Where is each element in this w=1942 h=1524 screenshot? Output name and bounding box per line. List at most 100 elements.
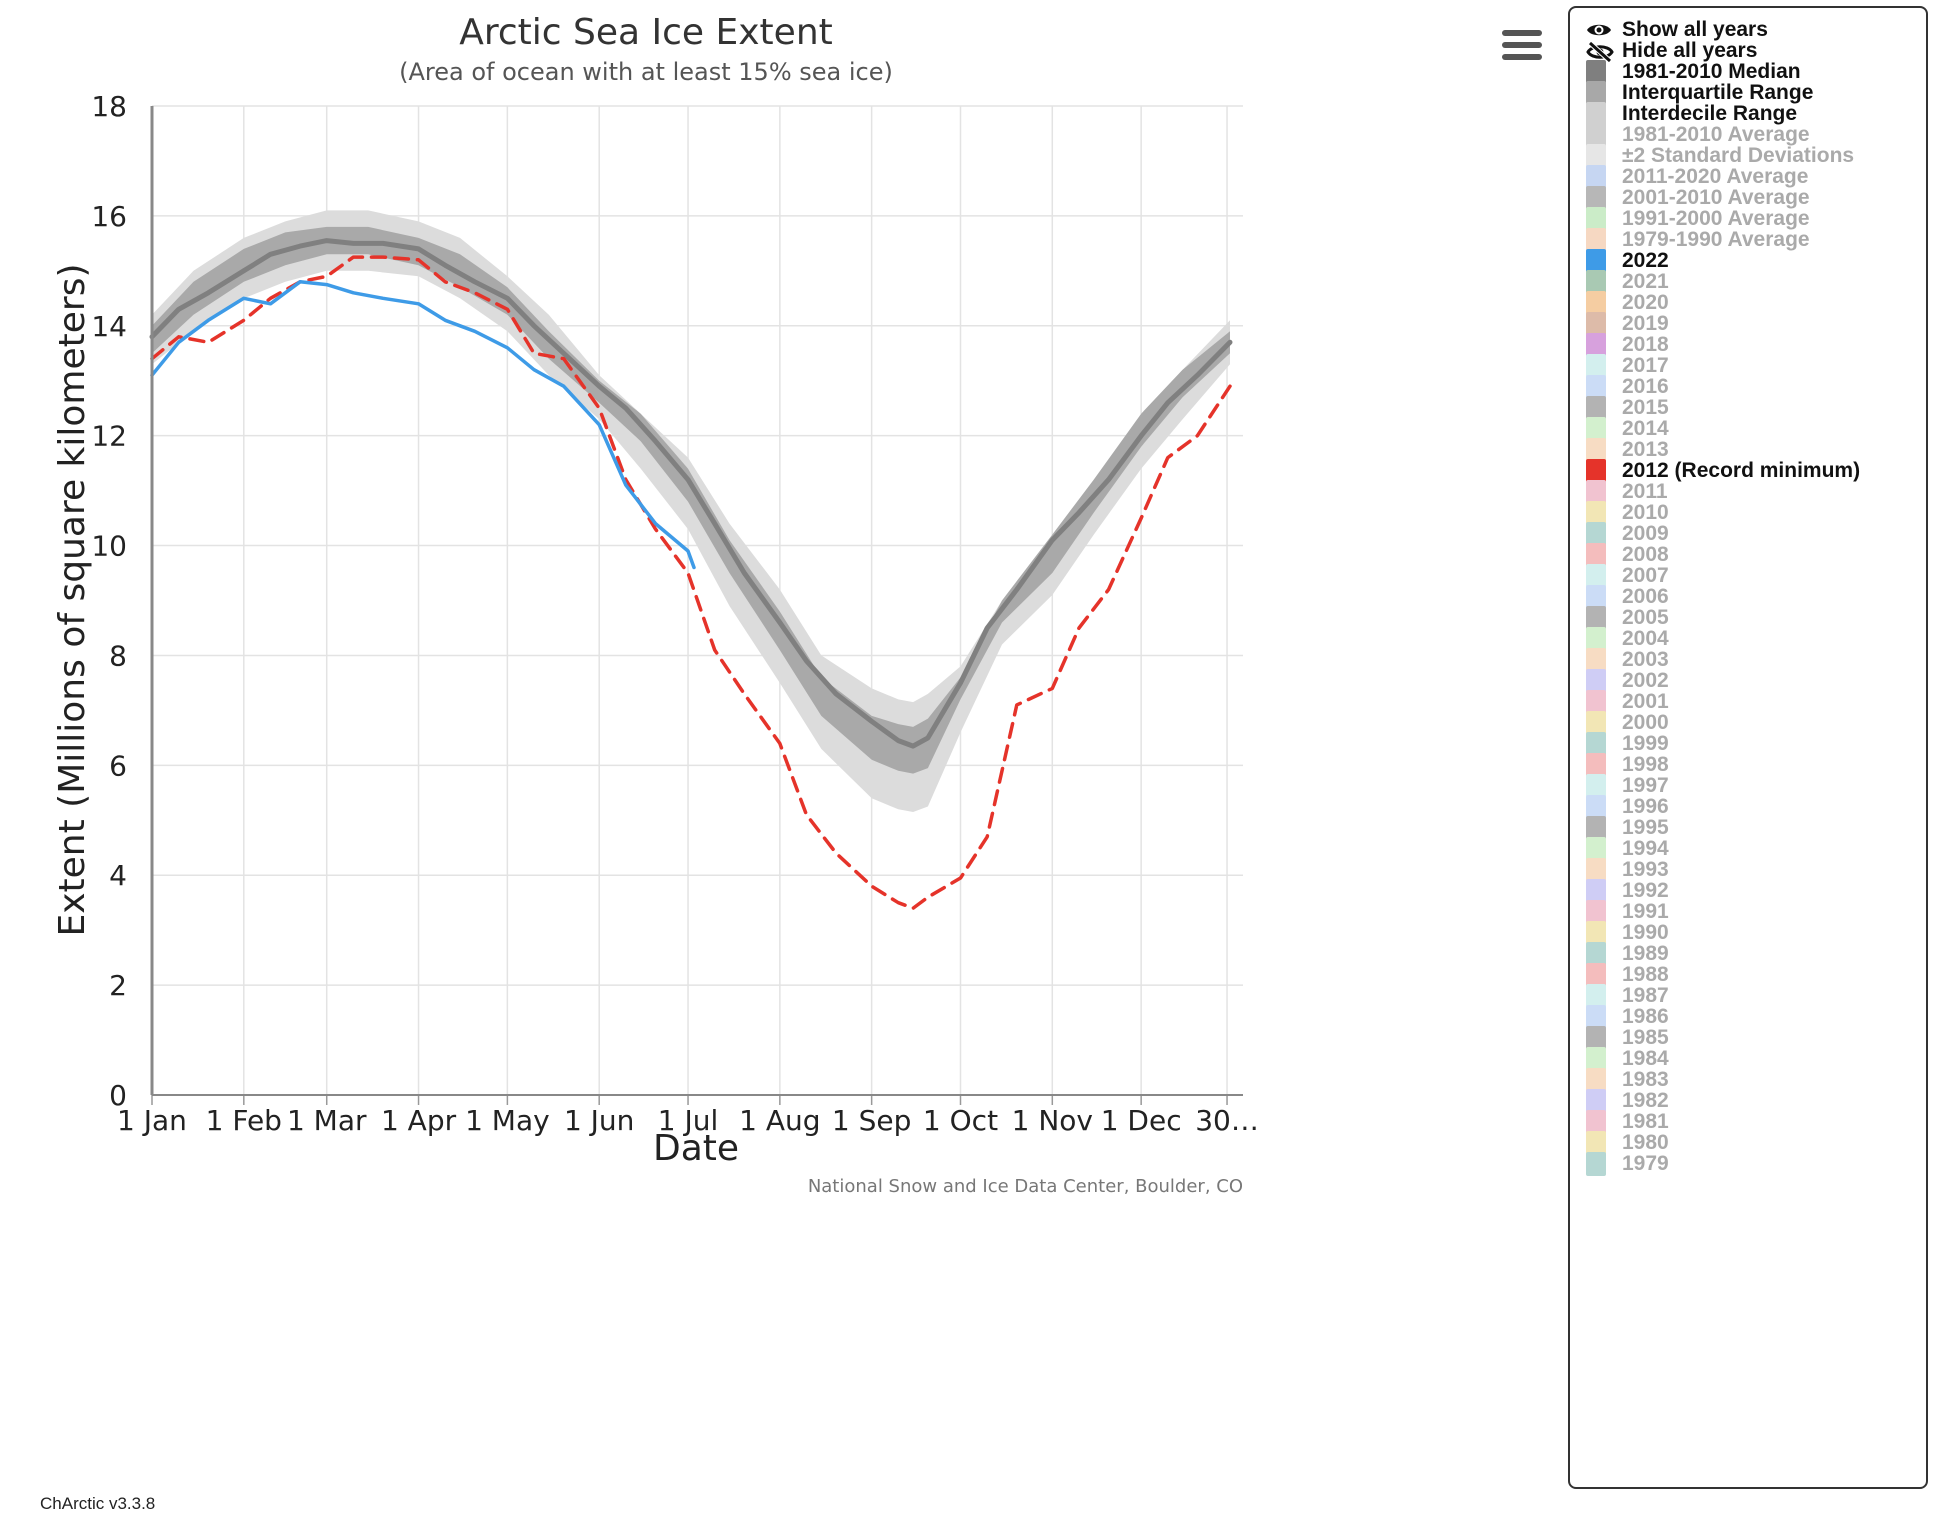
y-tick-label: 4: [109, 859, 127, 892]
legend-label: 2019: [1622, 312, 1669, 335]
1981-2010-median-line: [149, 238, 1233, 749]
legend-swatch: [1586, 291, 1606, 315]
legend-label: 1990: [1622, 921, 1669, 944]
legend-swatch: [1586, 165, 1606, 189]
legend-swatch: [1586, 753, 1606, 777]
legend-label: 2016: [1622, 375, 1669, 398]
legend-label: 1986: [1622, 1005, 1669, 1028]
legend-label: 1994: [1622, 837, 1669, 860]
legend-label: 2009: [1622, 522, 1669, 545]
y-tick-label: 10: [91, 530, 127, 563]
legend-swatch: [1586, 921, 1606, 945]
legend-label: Interdecile Range: [1622, 102, 1798, 125]
legend-label: 1983: [1622, 1068, 1669, 1091]
legend-swatch: [1586, 81, 1606, 105]
legend-swatch: [1586, 543, 1606, 567]
legend-label: 2010: [1622, 501, 1669, 524]
y-tick-label: 12: [91, 420, 127, 453]
legend-label: 2020: [1622, 291, 1669, 314]
2022-line: [150, 280, 696, 570]
legend-swatch: [1586, 648, 1606, 672]
legend-label: 1999: [1622, 732, 1669, 755]
legend-label: 1996: [1622, 795, 1669, 818]
legend-swatch: [1586, 837, 1606, 861]
legend-label: 1982: [1622, 1089, 1669, 1112]
interdecile-range-band: [152, 210, 1230, 812]
legend-swatch: [1586, 60, 1606, 84]
legend-swatch: [1586, 1152, 1606, 1176]
legend-label: 1981-2010 Median: [1622, 60, 1801, 83]
legend-label: 2012 (Record minimum): [1622, 459, 1861, 482]
legend-swatch: [1586, 228, 1606, 252]
legend-swatch: [1586, 795, 1606, 819]
legend-swatch: [1586, 207, 1606, 231]
hide-all-label: Hide all years: [1622, 39, 1758, 62]
legend-swatch: [1586, 690, 1606, 714]
legend-swatch: [1586, 459, 1606, 483]
legend-swatch: [1586, 627, 1606, 651]
y-tick-label: 18: [91, 90, 127, 123]
legend-swatch: [1586, 480, 1606, 504]
y-tick-label: 0: [109, 1079, 127, 1112]
x-tick-label: 1 Jun: [564, 1104, 634, 1137]
legend-swatch: [1586, 774, 1606, 798]
legend-panel: Show all years Hide all years 1981-2010 …: [1568, 6, 1928, 1489]
x-tick-label: 30…: [1195, 1104, 1259, 1137]
x-tick-label: 1 Apr: [381, 1104, 457, 1137]
legend-label: 2002: [1622, 669, 1669, 692]
legend-label: 2014: [1622, 417, 1669, 440]
y-tick-label: 6: [109, 749, 127, 782]
legend-label: 2003: [1622, 648, 1669, 671]
legend-label: 1981-2010 Average: [1622, 123, 1810, 146]
y-tick-label: 16: [91, 200, 127, 233]
2012-record-minimum-line: [150, 255, 1232, 910]
x-tick-label: 1 Sep: [832, 1104, 912, 1137]
eye-slash-icon: [1586, 41, 1614, 63]
legend-swatch: [1586, 1005, 1606, 1029]
legend-swatch: [1586, 249, 1606, 273]
legend-swatch: [1586, 123, 1606, 147]
legend-swatch: [1586, 879, 1606, 903]
legend-label: 2008: [1622, 543, 1669, 566]
legend-swatch: [1586, 1026, 1606, 1050]
legend-label: 2004: [1622, 627, 1669, 650]
legend-swatch: [1586, 1110, 1606, 1134]
legend-swatch: [1586, 732, 1606, 756]
legend-swatch: [1586, 501, 1606, 525]
chart-subtitle: (Area of ocean with at least 15% sea ice…: [399, 58, 893, 86]
legend-swatch: [1586, 900, 1606, 924]
chart: Arctic Sea Ice Extent (Area of ocean wit…: [52, 12, 1259, 1197]
chart-title: Arctic Sea Ice Extent: [459, 12, 833, 53]
legend-swatch: [1586, 144, 1606, 168]
legend-label: 2001: [1622, 690, 1669, 713]
legend-label: 1991-2000 Average: [1622, 207, 1810, 230]
hamburger-menu-icon[interactable]: [1502, 30, 1542, 66]
y-axis-title: Extent (Millions of square kilometers): [52, 263, 93, 936]
y-tick-label: 8: [109, 639, 127, 672]
legend-swatch: [1586, 669, 1606, 693]
legend-label: 2013: [1622, 438, 1669, 461]
legend-label: 1981: [1622, 1110, 1669, 1133]
legend-label: 1995: [1622, 816, 1669, 839]
legend-label: 1998: [1622, 753, 1669, 776]
legend-swatch: [1586, 333, 1606, 357]
legend-swatch: [1586, 984, 1606, 1008]
legend-label: 1980: [1622, 1131, 1669, 1154]
x-tick-label: 1 Aug: [739, 1104, 820, 1137]
range-bands: [152, 210, 1230, 812]
credit-text: National Snow and Ice Data Center, Bould…: [808, 1176, 1243, 1197]
legend-label: 2001-2010 Average: [1622, 186, 1810, 209]
legend-swatch: [1586, 186, 1606, 210]
legend-swatch: [1586, 438, 1606, 462]
legend-label: 2011-2020 Average: [1622, 165, 1809, 188]
legend-swatch: [1586, 942, 1606, 966]
legend-label: 1991: [1622, 900, 1669, 923]
legend-label: 1997: [1622, 774, 1669, 797]
legend-swatch: [1586, 1089, 1606, 1113]
legend-swatch: [1586, 1068, 1606, 1092]
legend-label: 2018: [1622, 333, 1669, 356]
x-tick-label: 1 Jan: [117, 1104, 187, 1137]
legend-label: 2000: [1622, 711, 1669, 734]
legend-label: Interquartile Range: [1622, 81, 1814, 104]
legend-swatch: [1586, 816, 1606, 840]
